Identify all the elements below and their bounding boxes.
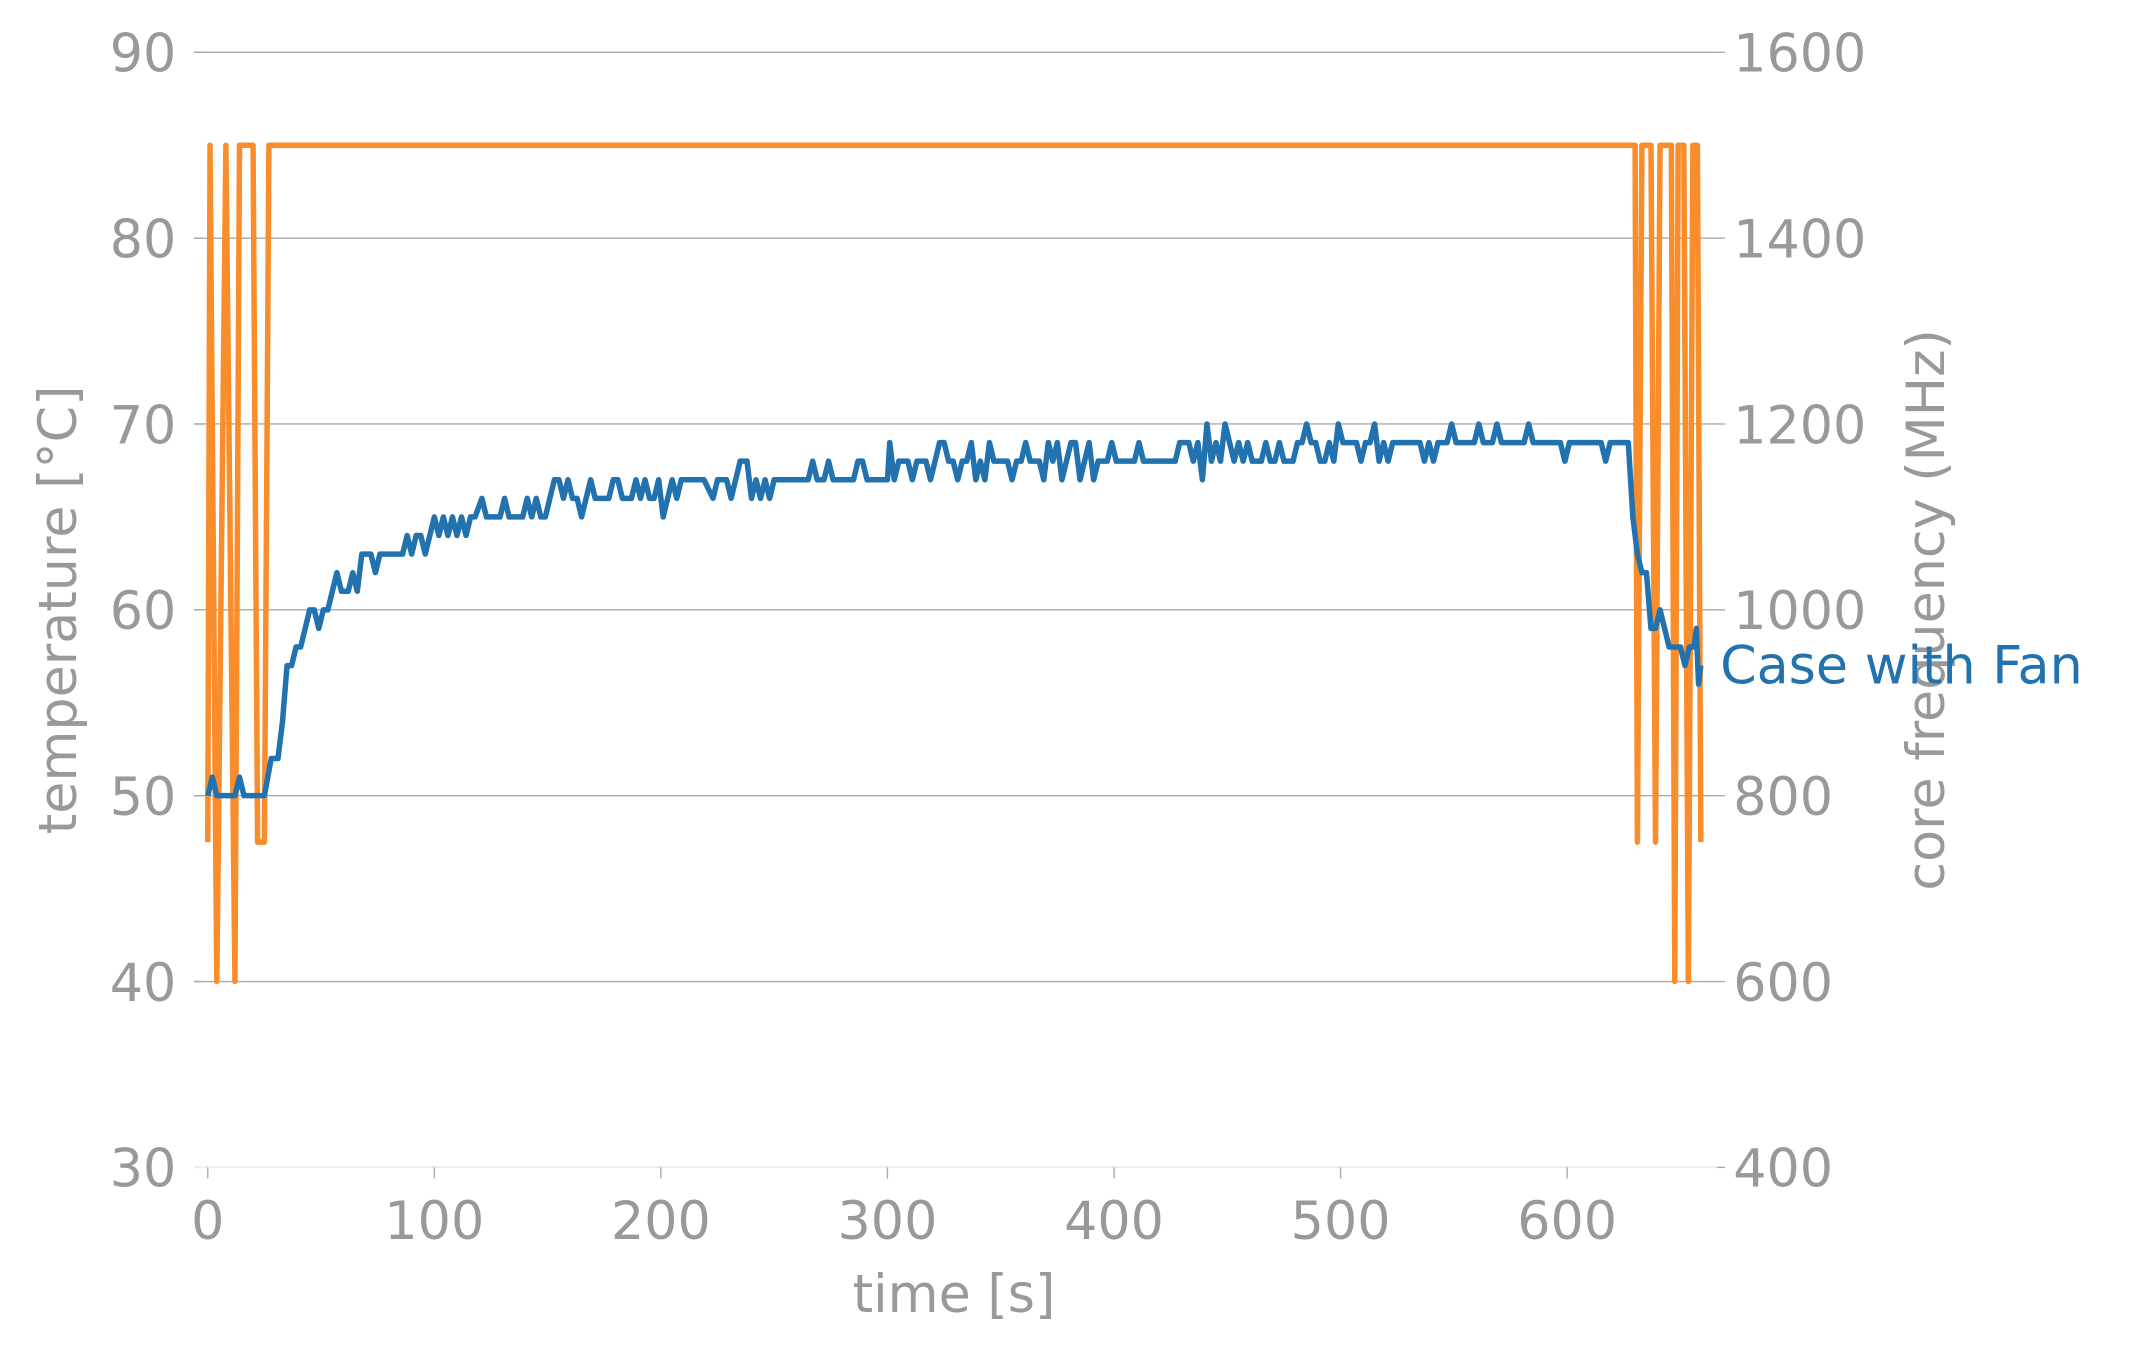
x-axis-label: time [s] — [853, 1264, 1056, 1325]
x-tick-label: 400 — [1064, 1191, 1164, 1252]
y-tick-label: 90 — [110, 24, 177, 85]
y-tick-label: 40 — [110, 953, 177, 1014]
x-tick-label: 100 — [384, 1191, 484, 1252]
data-line — [205, 142, 1704, 985]
y-tick-label: 60 — [110, 581, 177, 642]
y2-tick-label: 1200 — [1733, 395, 1866, 456]
y2-tick-label: 1400 — [1733, 209, 1866, 270]
x-tick-label: 600 — [1517, 1191, 1617, 1252]
x-tick-label: 500 — [1291, 1191, 1391, 1252]
y2-tick-label: 600 — [1733, 953, 1833, 1014]
y2-tick-label: 1600 — [1733, 24, 1866, 85]
y-axis-label: temperature [°C] — [28, 385, 89, 834]
series-label: Case with Fan — [1720, 635, 2083, 696]
y-tick-label: 30 — [110, 1139, 177, 1200]
x-tick-label: 0 — [191, 1191, 224, 1252]
y-tick-label: 70 — [110, 395, 177, 456]
data-line — [205, 421, 1704, 799]
x-tick-label: 200 — [611, 1191, 711, 1252]
y2-axis-label: core frequency (MHz) — [1896, 329, 1957, 891]
y-tick-label: 80 — [110, 209, 177, 270]
y2-tick-label: 1000 — [1733, 581, 1866, 642]
y-tick-label: 50 — [110, 767, 177, 828]
y2-tick-label: 800 — [1733, 767, 1833, 828]
x-tick-label: 300 — [838, 1191, 938, 1252]
y2-tick-label: 400 — [1733, 1139, 1833, 1200]
